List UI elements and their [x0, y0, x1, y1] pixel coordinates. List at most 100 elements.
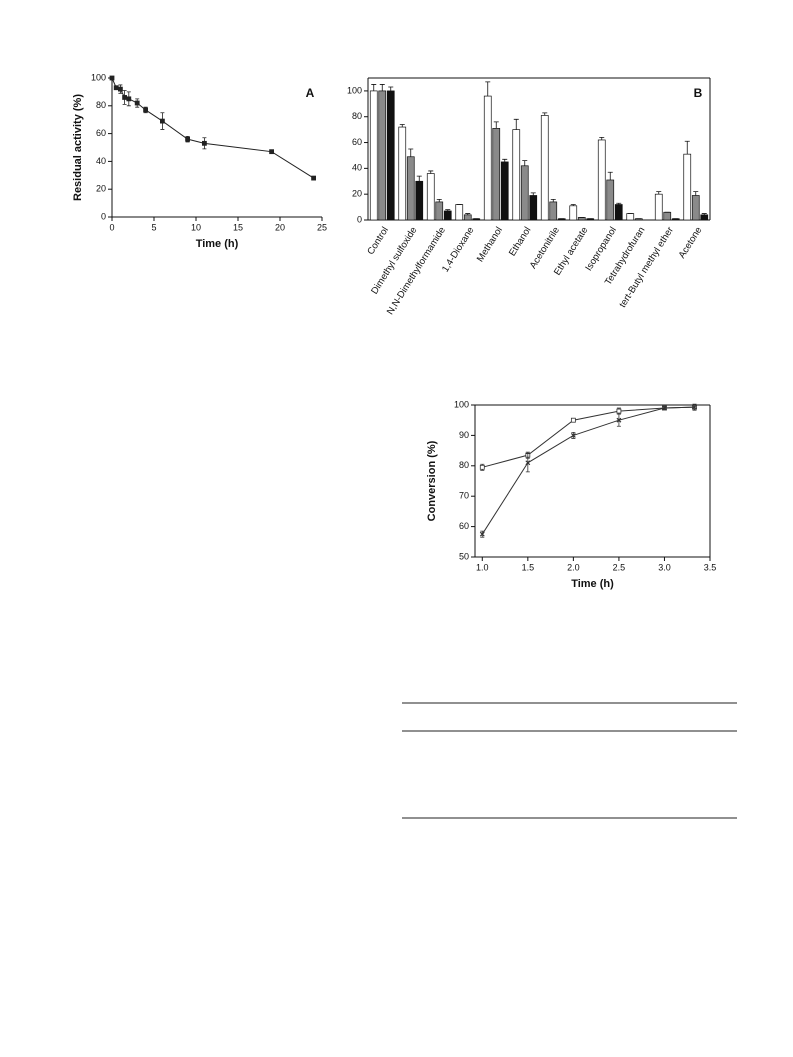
- bar: [455, 204, 464, 221]
- x-tick-label: Acetone: [677, 225, 705, 260]
- marker: [311, 175, 317, 181]
- marker: [118, 86, 123, 92]
- marker: [109, 75, 115, 81]
- marker: [662, 405, 667, 411]
- x-tick-label: 20: [275, 222, 285, 232]
- bar: [529, 195, 538, 221]
- error-bar: [513, 118, 519, 130]
- error-bar: [493, 121, 499, 129]
- y-tick-label: 100: [347, 85, 362, 95]
- bar: [654, 193, 663, 221]
- marker: [570, 432, 576, 438]
- error-bar: [485, 81, 491, 97]
- error-bar: [465, 213, 471, 215]
- bar: [614, 204, 623, 221]
- error-bar: [599, 136, 605, 140]
- marker: [616, 417, 622, 423]
- error-bar: [522, 160, 528, 166]
- error-bar: [550, 198, 556, 202]
- bar: [663, 211, 672, 221]
- bar: [463, 214, 472, 221]
- panel-label: B: [694, 86, 703, 100]
- marker: [201, 140, 207, 146]
- series-line: [482, 406, 695, 468]
- x-tick-label: Control: [365, 225, 391, 257]
- marker: [692, 404, 697, 410]
- y-tick-label: 20: [96, 184, 106, 194]
- bar: [512, 129, 521, 221]
- error-bar: [371, 84, 377, 91]
- error-bar: [388, 86, 394, 91]
- bar: [426, 173, 435, 221]
- marker: [122, 95, 127, 100]
- marker: [479, 464, 485, 470]
- x-tick-label: 15: [233, 222, 243, 232]
- bar: [597, 139, 606, 221]
- bar: [700, 214, 709, 221]
- x-tick-label: 3.5: [704, 562, 717, 572]
- error-bar: [570, 204, 576, 206]
- error-bar: [684, 140, 690, 155]
- bar: [569, 205, 578, 221]
- y-tick-label: 80: [96, 100, 106, 110]
- bar: [398, 126, 407, 221]
- y-tick-label: 90: [459, 430, 469, 440]
- error-bar: [502, 158, 508, 162]
- marker: [185, 136, 191, 142]
- error-bar: [701, 213, 707, 215]
- y-tick-label: 80: [459, 460, 469, 470]
- marker: [113, 85, 119, 91]
- marker: [159, 118, 165, 124]
- y-tick-label: 0: [357, 214, 362, 224]
- panel-label: A: [306, 86, 315, 100]
- bar: [369, 90, 378, 221]
- marker: [525, 460, 531, 466]
- y-tick-label: 60: [352, 137, 362, 147]
- bar: [492, 127, 501, 221]
- bar: [483, 95, 492, 221]
- series-line: [111, 77, 314, 179]
- x-tick-label: 25: [317, 222, 327, 232]
- error-bar: [416, 175, 422, 182]
- marker: [126, 96, 132, 102]
- y-tick-label: 70: [459, 491, 469, 501]
- x-tick-label: 10: [191, 222, 201, 232]
- error-bar: [530, 192, 536, 196]
- marker: [570, 417, 576, 423]
- y-tick-label: 0: [101, 211, 106, 221]
- bar: [691, 195, 700, 221]
- error-bar: [408, 148, 414, 157]
- error-bar: [445, 209, 451, 211]
- marker: [479, 531, 485, 537]
- y-tick-label: 80: [352, 111, 362, 121]
- y-tick-label: 100: [91, 72, 106, 82]
- x-tick-label: 2.5: [613, 562, 626, 572]
- error-bar: [616, 202, 622, 205]
- series-line: [481, 406, 695, 535]
- error-bar: [399, 124, 405, 128]
- y-tick-label: 60: [459, 521, 469, 531]
- x-tick-label: Methanol: [475, 225, 505, 264]
- x-tick-label: Ethanol: [507, 225, 533, 258]
- y-axis-label: Conversion (%): [426, 440, 438, 521]
- error-bar: [656, 191, 662, 195]
- x-tick-label: tert-Butyl methyl ether: [617, 225, 676, 310]
- bar: [540, 115, 549, 221]
- x-tick-label: 5: [151, 222, 156, 232]
- x-axis-label: Time (h): [571, 578, 614, 590]
- y-axis-label: Residual activity (%): [72, 94, 84, 201]
- bar: [549, 201, 558, 221]
- bar: [606, 179, 615, 221]
- x-tick-label: 1.5: [522, 562, 535, 572]
- x-tick-label: 1.0: [476, 562, 489, 572]
- y-tick-label: 40: [96, 156, 106, 166]
- bar: [683, 153, 692, 221]
- bar: [378, 90, 387, 221]
- error-bar: [693, 191, 699, 196]
- error-bar: [428, 170, 434, 174]
- error-bar: [436, 198, 442, 202]
- y-tick-label: 50: [459, 551, 469, 561]
- marker: [134, 100, 140, 106]
